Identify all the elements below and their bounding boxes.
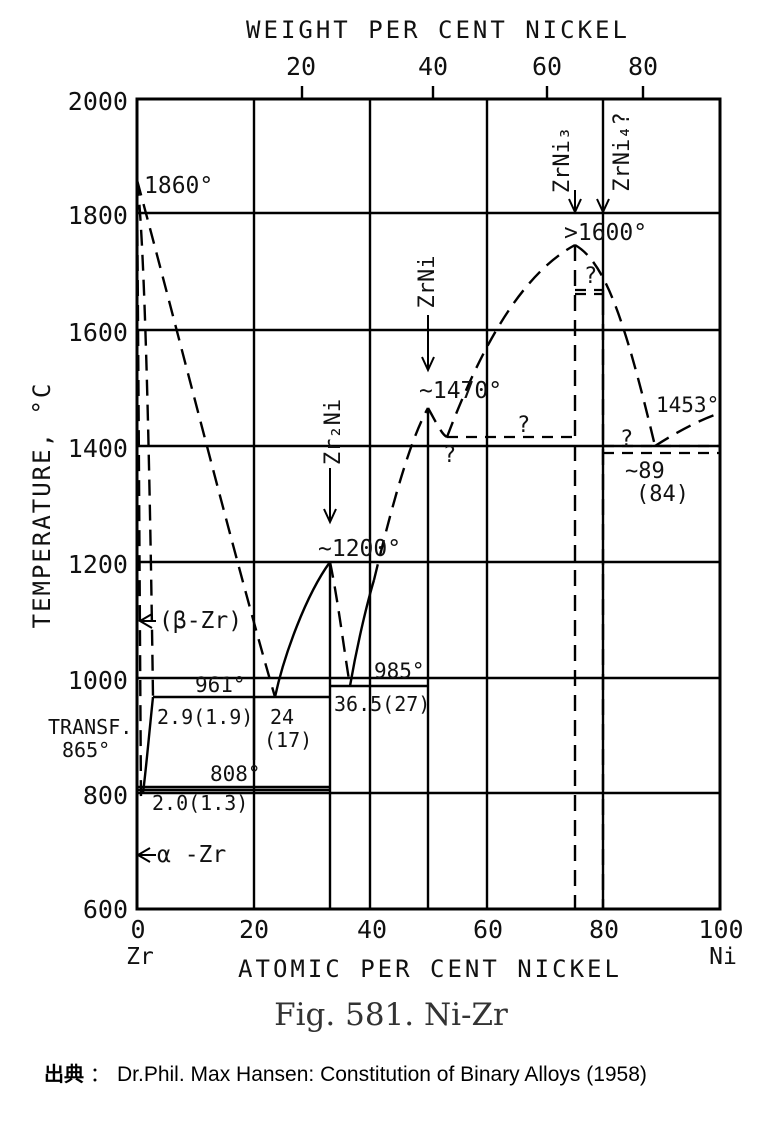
label-808: 808° — [210, 762, 261, 786]
label-985: 985° — [374, 659, 425, 683]
label-36-5: 36.5(27) — [334, 692, 430, 716]
label-1453: 1453° — [656, 393, 719, 417]
arrow-zrni — [421, 315, 435, 373]
y-tick-label: 1800 — [68, 201, 128, 230]
label-beta-zr: (β-Zr) — [159, 608, 242, 634]
dashed-phase-lines — [135, 179, 721, 909]
arrow-zr2ni — [323, 468, 337, 525]
x-tick-label: 40 — [357, 915, 387, 944]
compound-zrni4: ZrNi₄? — [610, 112, 635, 191]
label-2-0: 2.0(1.3) — [152, 791, 248, 815]
x-tick-label: 80 — [589, 915, 619, 944]
transf-temp: 865° — [62, 738, 110, 762]
label-question-4: ? — [620, 427, 633, 452]
label-question-3: ? — [443, 443, 456, 468]
arrow-alpha-zr — [136, 847, 156, 863]
source-label: 出典 — [44, 1062, 84, 1086]
label-961: 961° — [195, 673, 246, 697]
top-tick-label: 80 — [628, 52, 658, 81]
top-tick-label: 60 — [532, 52, 562, 81]
element-zr: Zr — [126, 944, 154, 970]
label-89: ~89 — [625, 459, 665, 484]
x-tick-label: 60 — [473, 915, 503, 944]
arrow-zrni4 — [596, 150, 610, 215]
compound-zrni: ZrNi — [415, 256, 440, 309]
transf-label: TRANSF. — [48, 715, 132, 739]
y-tick-label: 2000 — [68, 87, 128, 116]
source-separator: ： — [90, 1064, 110, 1086]
y-tick-label: 1400 — [68, 434, 128, 463]
top-tick-label: 40 — [418, 52, 448, 81]
figure-caption: Fig. 581. Ni-Zr — [274, 997, 508, 1033]
top-tick-marks — [300, 86, 645, 99]
y-tick-label: 800 — [83, 781, 128, 810]
x-axis-title: ATOMIC PER CENT NICKEL — [238, 955, 622, 983]
x-tick-label: 100 — [698, 915, 743, 944]
source-citation: Dr.Phil. Max Hansen: Constitution of Bin… — [117, 1063, 647, 1086]
y-tick-label: 1000 — [68, 666, 128, 695]
y-tick-label: 600 — [83, 895, 128, 924]
arrow-zrni3 — [568, 190, 582, 215]
label-2-9: 2.9(1.9) — [157, 705, 253, 729]
element-ni: Ni — [709, 944, 737, 970]
label-question-2: ? — [517, 413, 530, 438]
x-tick-label: 20 — [239, 915, 269, 944]
arrow-beta-zr — [138, 613, 156, 629]
y-axis-title: TEMPERATURE, °C — [28, 382, 56, 629]
label-alpha-zr: α -Zr — [157, 842, 226, 868]
compound-zrni3: ZrNi₃ — [550, 127, 575, 193]
label-1600: >1600° — [564, 220, 647, 246]
solid-phase-lines — [137, 290, 605, 909]
y-tick-label: 1200 — [68, 550, 128, 579]
top-axis-title: WEIGHT PER CENT NICKEL — [246, 16, 630, 44]
label-1200: ~1200° — [318, 536, 401, 562]
label-17: (17) — [264, 728, 312, 752]
label-84: (84) — [636, 482, 689, 507]
x-tick-label: 0 — [130, 915, 145, 944]
label-1470: ~1470° — [419, 378, 502, 404]
top-tick-label: 20 — [286, 52, 316, 81]
label-question-1: ? — [584, 264, 597, 289]
compound-zr2ni: Zr₂Ni — [321, 399, 346, 465]
label-1860: 1860° — [144, 173, 213, 199]
label-24: 24 — [270, 705, 294, 729]
y-tick-label: 1600 — [68, 318, 128, 347]
